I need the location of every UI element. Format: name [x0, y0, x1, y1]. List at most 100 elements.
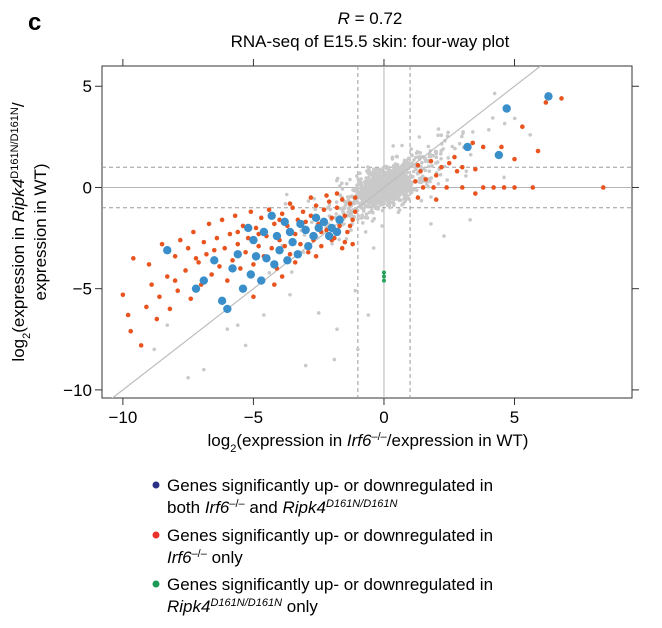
- irf6-only-point: [352, 195, 358, 200]
- both-significant-point: [304, 241, 313, 251]
- irf6-only-point: [459, 164, 465, 170]
- irf6-only-point: [305, 249, 311, 255]
- grey-point: [439, 152, 443, 156]
- grey-point: [405, 170, 410, 175]
- irf6-only-point: [439, 164, 444, 170]
- grey-point: [453, 146, 457, 151]
- irf6-only-point: [193, 256, 199, 261]
- both-significant-point: [283, 256, 292, 265]
- irf6-only-point: [219, 217, 225, 223]
- grey-point: [436, 182, 441, 186]
- grey-point: [367, 210, 372, 215]
- y-axis-title-line2: expression in WT): [31, 164, 50, 301]
- irf6-only-point: [480, 185, 486, 190]
- grey-point: [387, 193, 392, 197]
- grey-point: [366, 313, 371, 317]
- x-tick-label: −10: [108, 408, 137, 427]
- grey-point: [381, 165, 386, 170]
- irf6-only-point: [313, 203, 319, 208]
- grey-point: [399, 188, 403, 192]
- irf6-only-point: [149, 282, 154, 287]
- irf6-only-point: [128, 328, 134, 334]
- irf6-only-point: [520, 124, 525, 130]
- grey-point: [396, 210, 401, 214]
- grey-point: [397, 165, 401, 170]
- grey-point: [394, 154, 399, 159]
- both-significant-point: [314, 223, 323, 233]
- y-axis-title-line1: log2(expression in Ripk4D161N/D161N/: [9, 102, 33, 361]
- grey-point: [357, 195, 361, 199]
- grey-point: [410, 161, 414, 165]
- irf6-only-point: [206, 221, 212, 227]
- grey-point: [428, 152, 432, 157]
- irf6-only-point: [313, 253, 319, 259]
- irf6-only-point: [222, 245, 228, 251]
- irf6-only-point: [183, 268, 188, 273]
- title-r-symbol: R: [338, 9, 350, 28]
- grey-point: [415, 150, 420, 154]
- grey-point: [262, 313, 266, 317]
- grey-point: [400, 203, 404, 207]
- grey-point: [361, 207, 366, 211]
- grey-point: [377, 168, 382, 172]
- grey-point: [372, 216, 377, 221]
- irf6-only-point: [347, 223, 353, 229]
- both-significant-point: [463, 142, 472, 152]
- grey-point: [370, 182, 375, 186]
- y-tick-label: −10: [63, 381, 92, 400]
- grey-point: [420, 160, 424, 165]
- irf6-only-point: [144, 304, 149, 310]
- irf6-only-point: [423, 177, 429, 182]
- grey-point: [441, 147, 446, 151]
- grey-point: [388, 187, 393, 191]
- both-significant-point: [324, 231, 334, 241]
- irf6-only-point: [334, 205, 340, 211]
- legend-entry-both-line1: Genes significantly up- or downregulated…: [167, 476, 493, 495]
- grey-point: [369, 199, 373, 204]
- grey-point: [528, 133, 532, 137]
- irf6-only-point: [235, 229, 241, 235]
- grey-point: [365, 169, 369, 173]
- grey-point: [385, 198, 390, 203]
- irf6-only-point: [292, 260, 298, 265]
- grey-point: [409, 147, 414, 151]
- legend-entry-ripk4-line1: Genes significantly up- or downregulated…: [167, 575, 493, 594]
- grey-point: [402, 158, 407, 163]
- irf6-only-point: [428, 158, 434, 164]
- grey-point: [340, 181, 344, 185]
- both-significant-point: [217, 296, 227, 306]
- irf6-only-point: [473, 166, 478, 172]
- both-significant-point: [251, 252, 261, 261]
- grey-point: [397, 182, 401, 186]
- irf6-only-point: [251, 262, 256, 267]
- irf6-only-point: [272, 221, 277, 227]
- grey-point: [398, 169, 403, 173]
- axis-ticks: −10 −5 0 5 −10 −5 0 5: [63, 59, 639, 427]
- irf6-only-point: [446, 160, 452, 166]
- irf6-only-point: [499, 144, 504, 150]
- grey-point: [420, 174, 425, 178]
- both-significant-point: [210, 256, 219, 265]
- both-significant-point: [244, 223, 253, 233]
- legend-dot-red: [152, 531, 160, 539]
- both-significant-point: [267, 211, 276, 221]
- grey-point: [423, 156, 427, 161]
- irf6-only-point: [248, 209, 254, 215]
- y-tick-label: −5: [73, 280, 92, 299]
- irf6-only-point: [444, 185, 449, 190]
- grey-point: [461, 131, 465, 136]
- irf6-only-point: [559, 96, 564, 101]
- y-tick-label: 5: [83, 77, 92, 96]
- irf6-only-point: [188, 296, 194, 302]
- irf6-only-point: [420, 185, 426, 190]
- grey-point: [335, 178, 339, 183]
- grey-point: [364, 183, 368, 187]
- grey-point: [411, 169, 416, 174]
- grey-point: [348, 177, 352, 182]
- grey-point: [414, 155, 418, 160]
- grey-point: [152, 347, 157, 352]
- irf6-only-point: [191, 229, 196, 235]
- grey-point: [366, 165, 370, 169]
- ripk4-only-genes: [381, 270, 386, 283]
- grey-point: [406, 197, 411, 201]
